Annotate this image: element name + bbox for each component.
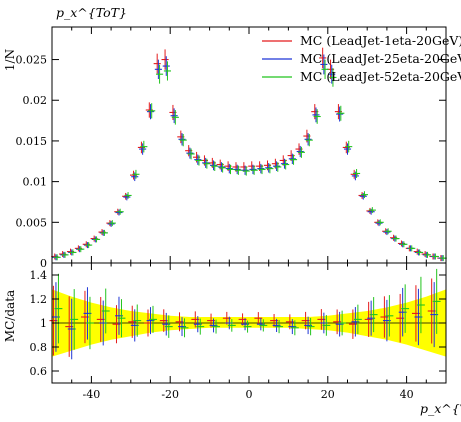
legend: MC (LeadJet-1eta-20GeV) MC (LeadJet-25et… — [262, 33, 461, 84]
top-axes-ytick-label-4: 0.02 — [23, 94, 48, 107]
xtick-label-2: 0 — [246, 388, 253, 401]
main-panel: p_x^{ToT} 1/N 0 0.005 0.01 0.015 0.02 0.025 M… — [3, 5, 461, 270]
top-axes-ytick-label-2: 0.01 — [23, 176, 48, 189]
ratio-axes-ytick-label-3: 1.2 — [30, 293, 48, 306]
legend-entry-lead1: MC (LeadJet-1eta-20GeV) — [262, 33, 461, 48]
top-axes-ytick-label-3: 0.015 — [16, 135, 48, 148]
series-3 — [53, 59, 447, 262]
ratio-uncertainty-band — [52, 289, 446, 357]
ratio-axes-ytick-label-1: 0.8 — [30, 341, 48, 354]
top-series-group — [51, 47, 447, 262]
ratio-axes-ytick-label-4: 1.4 — [30, 269, 48, 282]
ratio-axes: 0.6 0.8 1 1.2 1.4 -40 -20 0 20 40 — [30, 262, 447, 401]
y-axis-label: 1/N — [3, 49, 17, 71]
xtick-label-3: 20 — [321, 388, 335, 401]
x-axis-label: p_x^{ToT} — [420, 401, 461, 416]
ratio-axes-ytick-label-0: 0.6 — [30, 365, 48, 378]
legend-label-lead25: MC (LeadJet-25eta-20GeV) — [300, 51, 461, 66]
ratio-series-group — [49, 268, 441, 360]
top-axes-ytick-label-0: 0 — [40, 257, 47, 270]
top-axes: 0 0.005 0.01 0.015 0.02 0.025 — [16, 26, 447, 270]
top-axes-ytick-label-1: 0.005 — [16, 216, 48, 229]
series-2 — [52, 54, 446, 262]
legend-entry-lead52: MC (LeadJet-52eta-20GeV) — [262, 69, 461, 84]
plot-title: p_x^{ToT} — [56, 5, 127, 20]
top-axes-ytick-label-5: 0.025 — [16, 54, 48, 67]
legend-label-lead1: MC (LeadJet-1eta-20GeV) — [300, 33, 461, 48]
ratio-panel: MC/data 0.6 0.8 1 1.2 1.4 -40 -20 0 20 40 p_x^{To… — [3, 262, 461, 416]
legend-entry-lead25: MC (LeadJet-25eta-20GeV) — [262, 51, 461, 66]
xtick-label-4: 40 — [400, 388, 414, 401]
ratio-series-3 — [54, 268, 441, 350]
ratio-axes-ytick-label-2: 1 — [40, 317, 47, 330]
xtick-label-0: -40 — [83, 388, 101, 401]
xtick-label-1: -20 — [161, 388, 179, 401]
legend-label-lead52: MC (LeadJet-52eta-20GeV) — [300, 69, 461, 84]
ratio-y-axis-label: MC/data — [3, 290, 17, 342]
